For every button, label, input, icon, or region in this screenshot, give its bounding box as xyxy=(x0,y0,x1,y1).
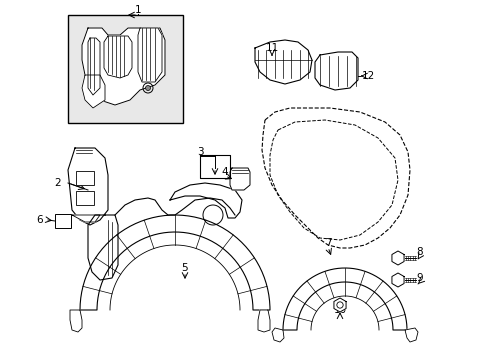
Polygon shape xyxy=(82,75,105,108)
Polygon shape xyxy=(88,38,100,95)
Bar xyxy=(55,214,71,228)
Polygon shape xyxy=(70,310,82,332)
Text: 7: 7 xyxy=(324,238,331,248)
Text: 6: 6 xyxy=(37,215,43,225)
Polygon shape xyxy=(104,36,132,78)
Polygon shape xyxy=(283,268,406,330)
Text: 10: 10 xyxy=(333,305,346,315)
Polygon shape xyxy=(271,328,284,342)
Polygon shape xyxy=(333,298,346,312)
Text: 12: 12 xyxy=(361,71,374,81)
Text: 4: 4 xyxy=(221,167,228,177)
Text: 3: 3 xyxy=(196,147,203,157)
Circle shape xyxy=(145,85,150,90)
Text: 5: 5 xyxy=(182,263,188,273)
Bar xyxy=(68,15,183,123)
Text: 11: 11 xyxy=(265,43,278,53)
Text: 8: 8 xyxy=(416,247,423,257)
Polygon shape xyxy=(229,168,249,190)
Polygon shape xyxy=(88,215,118,280)
Polygon shape xyxy=(391,273,403,287)
Polygon shape xyxy=(314,52,357,90)
Text: 2: 2 xyxy=(55,178,61,188)
Bar xyxy=(76,191,94,205)
Polygon shape xyxy=(68,148,108,225)
Polygon shape xyxy=(254,40,311,84)
Polygon shape xyxy=(404,328,417,342)
Polygon shape xyxy=(170,183,242,218)
Polygon shape xyxy=(138,28,162,82)
Polygon shape xyxy=(391,251,403,265)
Bar xyxy=(76,171,94,185)
Text: 9: 9 xyxy=(416,273,423,283)
Polygon shape xyxy=(200,155,229,178)
Polygon shape xyxy=(258,310,269,332)
Polygon shape xyxy=(72,215,100,222)
Text: 1: 1 xyxy=(134,5,141,15)
Polygon shape xyxy=(82,28,164,105)
Polygon shape xyxy=(80,215,269,310)
